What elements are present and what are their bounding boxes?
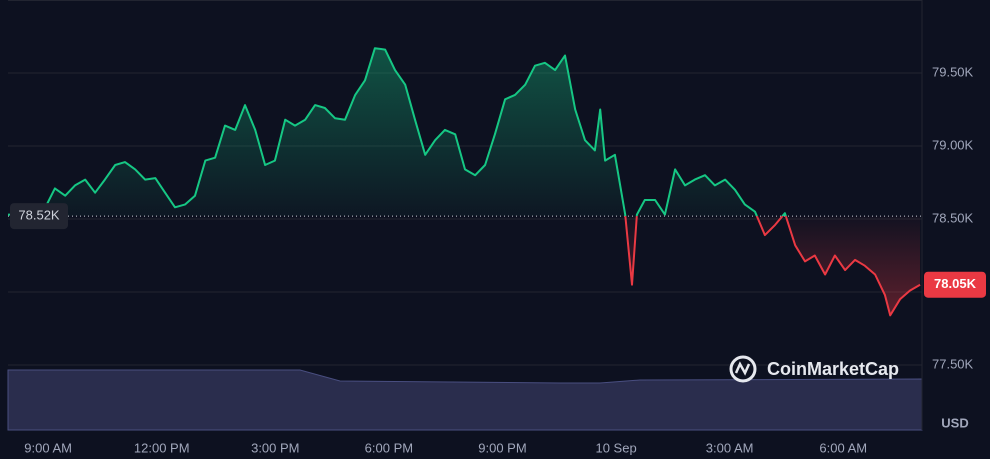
y-tick-label: 79.50K <box>932 64 974 79</box>
y-tick-label: 78.50K <box>932 210 974 225</box>
x-tick-label: 3:00 AM <box>706 440 754 455</box>
x-tick-label: 6:00 AM <box>819 440 867 455</box>
volume-area <box>7 369 923 431</box>
baseline-label: 78.52K <box>18 208 60 223</box>
watermark-logo <box>734 361 751 376</box>
x-tick-label: 9:00 PM <box>478 440 526 455</box>
watermark-text: CoinMarketCap <box>767 359 899 379</box>
last-price-label: 78.05K <box>934 276 977 291</box>
last-price-badge <box>924 271 986 298</box>
watermark: CoinMarketCap <box>729 355 899 383</box>
x-tick-label: 10 Sep <box>595 440 636 455</box>
area-down <box>30 216 921 316</box>
currency-label: USD <box>941 415 968 430</box>
price-line-down <box>23 216 921 317</box>
x-tick-label: 3:00 PM <box>251 440 299 455</box>
y-tick-label: 77.50K <box>932 356 974 371</box>
x-tick-label: 6:00 PM <box>365 440 413 455</box>
price-line-up <box>8 47 787 217</box>
x-tick-label: 12:00 PM <box>134 440 190 455</box>
watermark-logo <box>729 355 757 383</box>
x-tick-label: 9:00 AM <box>24 440 72 455</box>
area-up <box>8 48 921 217</box>
baseline-badge <box>10 203 68 230</box>
y-tick-label: 79.00K <box>932 137 974 152</box>
